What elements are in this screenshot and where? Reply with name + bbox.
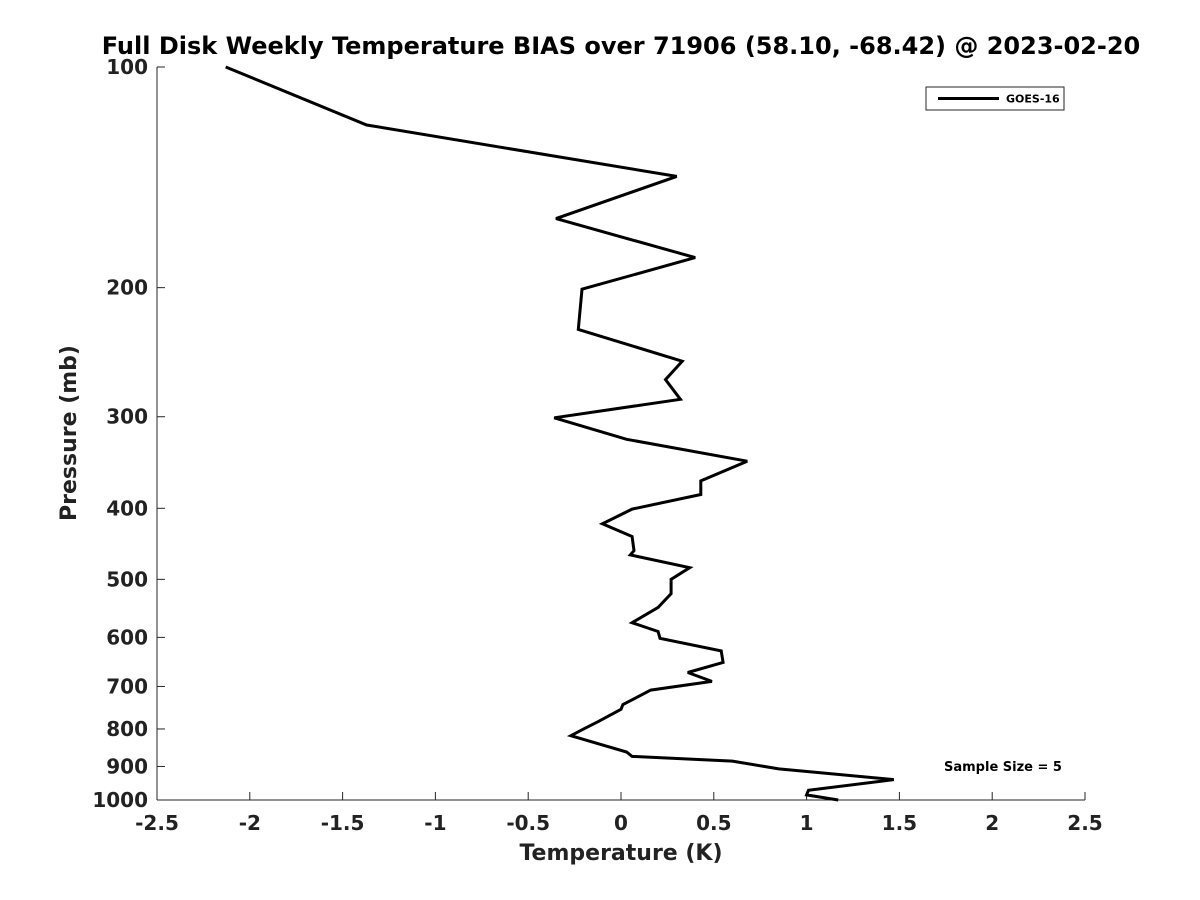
y-tick-label: 200 [106,276,148,300]
chart-title: Full Disk Weekly Temperature BIAS over 7… [102,32,1141,60]
x-tick-label: 2.5 [1067,811,1102,835]
y-tick-label: 800 [106,717,148,741]
y-axis-label: Pressure (mb) [57,345,82,521]
y-tick-label: 100 [106,55,148,79]
x-axis-ticks: -2.5 -2 -1.5 -1 -0.5 0 0.5 1 1.5 2 2.5 [135,792,1103,835]
y-tick-label: 600 [106,625,148,649]
sample-size-annotation: Sample Size = 5 [944,760,1062,775]
series-layer [225,65,894,802]
legend: GOES-16 [925,86,1065,111]
series-line-goes-16 [225,65,894,802]
y-tick-label: 400 [106,496,148,520]
y-tick-label: 1000 [92,788,148,812]
y-tick-label: 500 [106,567,148,591]
x-tick-label: -2 [239,811,261,835]
x-axis-label: Temperature (K) [519,841,722,866]
x-tick-label: 0 [614,811,628,835]
plot-area [157,67,1085,800]
y-tick-label: 900 [106,754,148,778]
x-tick-label: 2 [985,811,999,835]
y-tick-label: 300 [106,405,148,429]
x-tick-label: -1 [424,811,446,835]
x-tick-label: -1.5 [321,811,365,835]
x-tick-label: -0.5 [506,811,550,835]
x-tick-label: 1.5 [882,811,917,835]
legend-label-goes-16: GOES-16 [1006,93,1060,106]
x-tick-label: 0.5 [696,811,731,835]
y-tick-label: 700 [106,674,148,698]
y-axis-ticks: 100 200 300 400 500 600 700 800 900 1000 [92,55,165,812]
x-tick-label: -2.5 [135,811,179,835]
x-tick-label: 1 [800,811,814,835]
